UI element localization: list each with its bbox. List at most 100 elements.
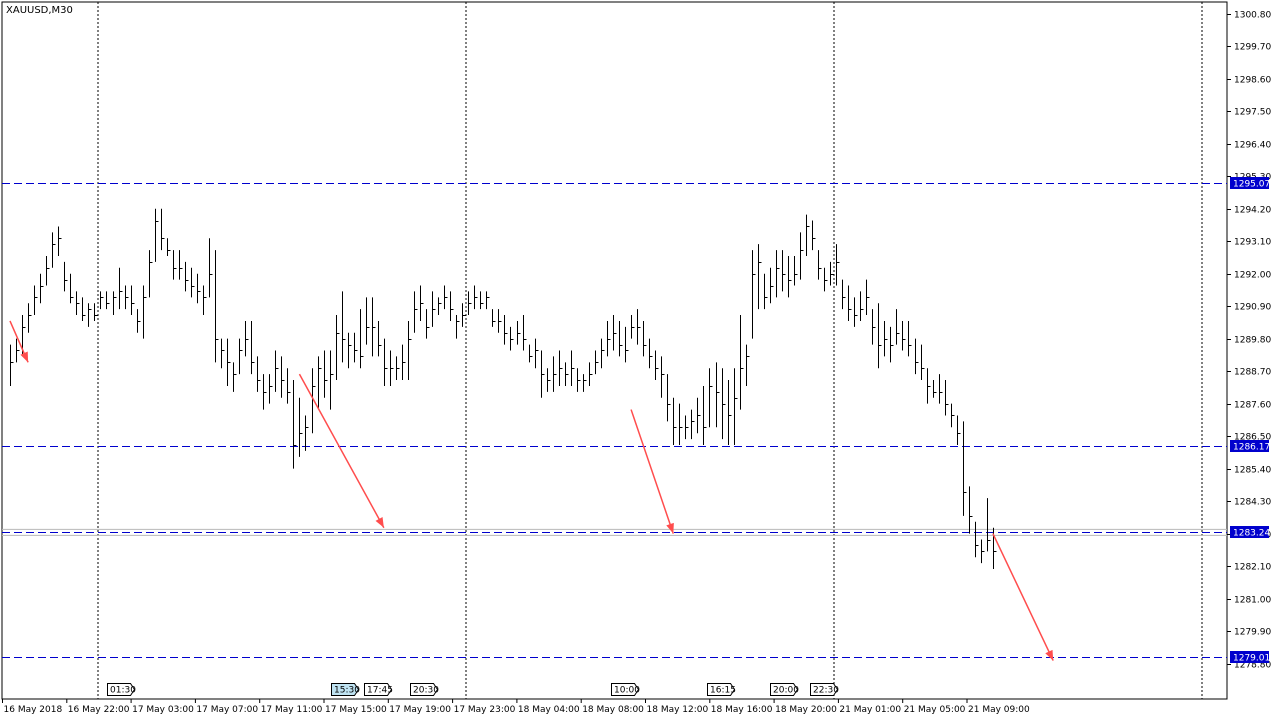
event-marker-box xyxy=(810,683,839,696)
event-marker[interactable]: 22:30 xyxy=(810,683,840,696)
ohlc-bar xyxy=(305,415,309,451)
ohlc-bar xyxy=(131,285,135,316)
ohlc-bar xyxy=(143,285,147,339)
ohlc-bar xyxy=(890,326,894,363)
time-axis: 16 May 2018 16 May 22:00 17 May 03:00 17 Ma… xyxy=(2,699,1030,715)
ohlc-bar xyxy=(456,315,460,339)
y-tick-label: 1298.60 xyxy=(1234,76,1271,86)
ohlc-bar xyxy=(444,285,448,310)
ohlc-bar xyxy=(16,338,20,363)
ohlc-bar xyxy=(824,267,828,292)
ohlc-bar xyxy=(921,344,925,381)
event-marker[interactable]: 16:15 xyxy=(707,683,736,696)
ohlc-bar xyxy=(673,397,677,446)
ohlc-bar xyxy=(149,250,153,298)
event-marker-label: 10:00 xyxy=(614,686,640,696)
x-tick-label: 18 May 16:00 xyxy=(711,705,773,715)
y-tick-label: 1282.10 xyxy=(1234,563,1271,573)
ohlc-bar xyxy=(643,320,647,357)
ohlc-bar xyxy=(884,320,888,357)
ohlc-bar xyxy=(58,226,62,256)
ohlc-bar xyxy=(939,374,943,404)
level-price-label: 1279.01 xyxy=(1230,651,1270,664)
event-marker-label: 15:30 xyxy=(334,686,360,696)
y-tick-label: 1281.00 xyxy=(1234,596,1271,606)
event-marker-label: 20:00 xyxy=(773,686,799,696)
red-arrows xyxy=(9,320,1054,661)
ohlc-bar xyxy=(40,273,44,304)
ohlc-bar xyxy=(842,279,846,310)
level-price-label-bg xyxy=(1230,440,1269,452)
ohlc-bar xyxy=(52,232,56,268)
event-markers: 01:30 15:30 17:45 20:30 10:00 16:15 20:00 22:30 xyxy=(107,683,840,696)
ohlc-bar xyxy=(299,397,303,457)
ohlc-bar xyxy=(613,315,617,351)
ohlc-bar xyxy=(691,409,695,440)
ohlc-bar xyxy=(293,380,297,469)
event-marker-box xyxy=(331,683,360,696)
ohlc-bar xyxy=(281,356,285,398)
ohlc-bar xyxy=(510,326,514,351)
event-marker-box xyxy=(611,683,640,696)
horizontal-levels xyxy=(2,183,1227,658)
trend-arrow[interactable] xyxy=(630,409,675,534)
x-tick-label: 18 May 12:00 xyxy=(647,705,709,715)
ohlc-bar xyxy=(414,291,418,333)
ohlc-bar xyxy=(330,350,334,410)
price-axis: 1300.80 1299.70 1298.60 1297.50 1296.40 1295.… xyxy=(1227,11,1271,671)
arrow-head xyxy=(666,522,674,534)
ohlc-bar xyxy=(239,338,243,375)
ohlc-bar xyxy=(758,244,762,310)
ohlc-bar xyxy=(866,279,870,316)
event-marker[interactable]: 01:30 xyxy=(107,683,137,696)
ohlc-bar xyxy=(631,315,635,339)
x-tick-label: 17 May 19:00 xyxy=(389,705,451,715)
ohlc-bar xyxy=(981,539,985,564)
ohlc-bar xyxy=(94,303,98,321)
level-price-label-text: 1295.07 xyxy=(1233,180,1270,190)
trend-arrow[interactable] xyxy=(298,373,385,529)
event-marker[interactable]: 10:00 xyxy=(611,683,641,696)
event-marker[interactable]: 20:00 xyxy=(770,683,800,696)
event-marker[interactable]: 20:30 xyxy=(410,683,440,696)
ohlc-bar xyxy=(287,368,291,404)
event-marker-box xyxy=(770,683,799,696)
y-tick-label: 1286.50 xyxy=(1234,433,1271,443)
ohlc-bar xyxy=(390,350,394,386)
trend-arrow[interactable] xyxy=(992,533,1054,661)
ohlc-bar xyxy=(462,303,466,327)
event-marker[interactable]: 17:45 xyxy=(364,683,393,696)
x-tick-label: 17 May 03:00 xyxy=(132,705,194,715)
ohlc-bar xyxy=(34,285,38,316)
ohlc-bar xyxy=(468,291,472,316)
ohlc-bar xyxy=(221,338,225,369)
y-tick-label: 1299.70 xyxy=(1234,43,1271,53)
ohlc-bar xyxy=(185,261,189,292)
level-price-label: 1295.07 xyxy=(1230,177,1270,190)
event-marker-label: 22:30 xyxy=(813,686,839,696)
ohlc-bar xyxy=(408,320,412,381)
ohlc-bar xyxy=(342,291,346,363)
ohlc-bar xyxy=(945,380,949,416)
ohlc-bar xyxy=(896,309,900,345)
ohlc-bar xyxy=(764,273,768,310)
y-tick-label: 1287.60 xyxy=(1234,401,1271,411)
x-tick-label: 18 May 08:00 xyxy=(582,705,644,715)
ohlc-bar xyxy=(565,362,569,386)
ohlc-bar xyxy=(523,315,527,351)
level-price-label-bg xyxy=(1230,177,1269,189)
ohlc-bar xyxy=(450,291,454,321)
event-marker-label: 17:45 xyxy=(367,686,393,696)
ohlc-bar xyxy=(100,291,104,310)
ohlc-bar xyxy=(378,320,382,357)
ohlc-bar xyxy=(209,238,213,298)
ohlc-bar xyxy=(806,214,810,256)
ohlc-bar xyxy=(872,309,876,345)
trend-arrow[interactable] xyxy=(9,320,29,363)
ohlc-bar xyxy=(498,309,502,333)
event-marker[interactable]: 15:30 xyxy=(331,683,361,696)
event-marker-label: 16:15 xyxy=(710,686,736,696)
ohlc-bar xyxy=(106,291,110,310)
ohlc-bar xyxy=(788,255,792,298)
